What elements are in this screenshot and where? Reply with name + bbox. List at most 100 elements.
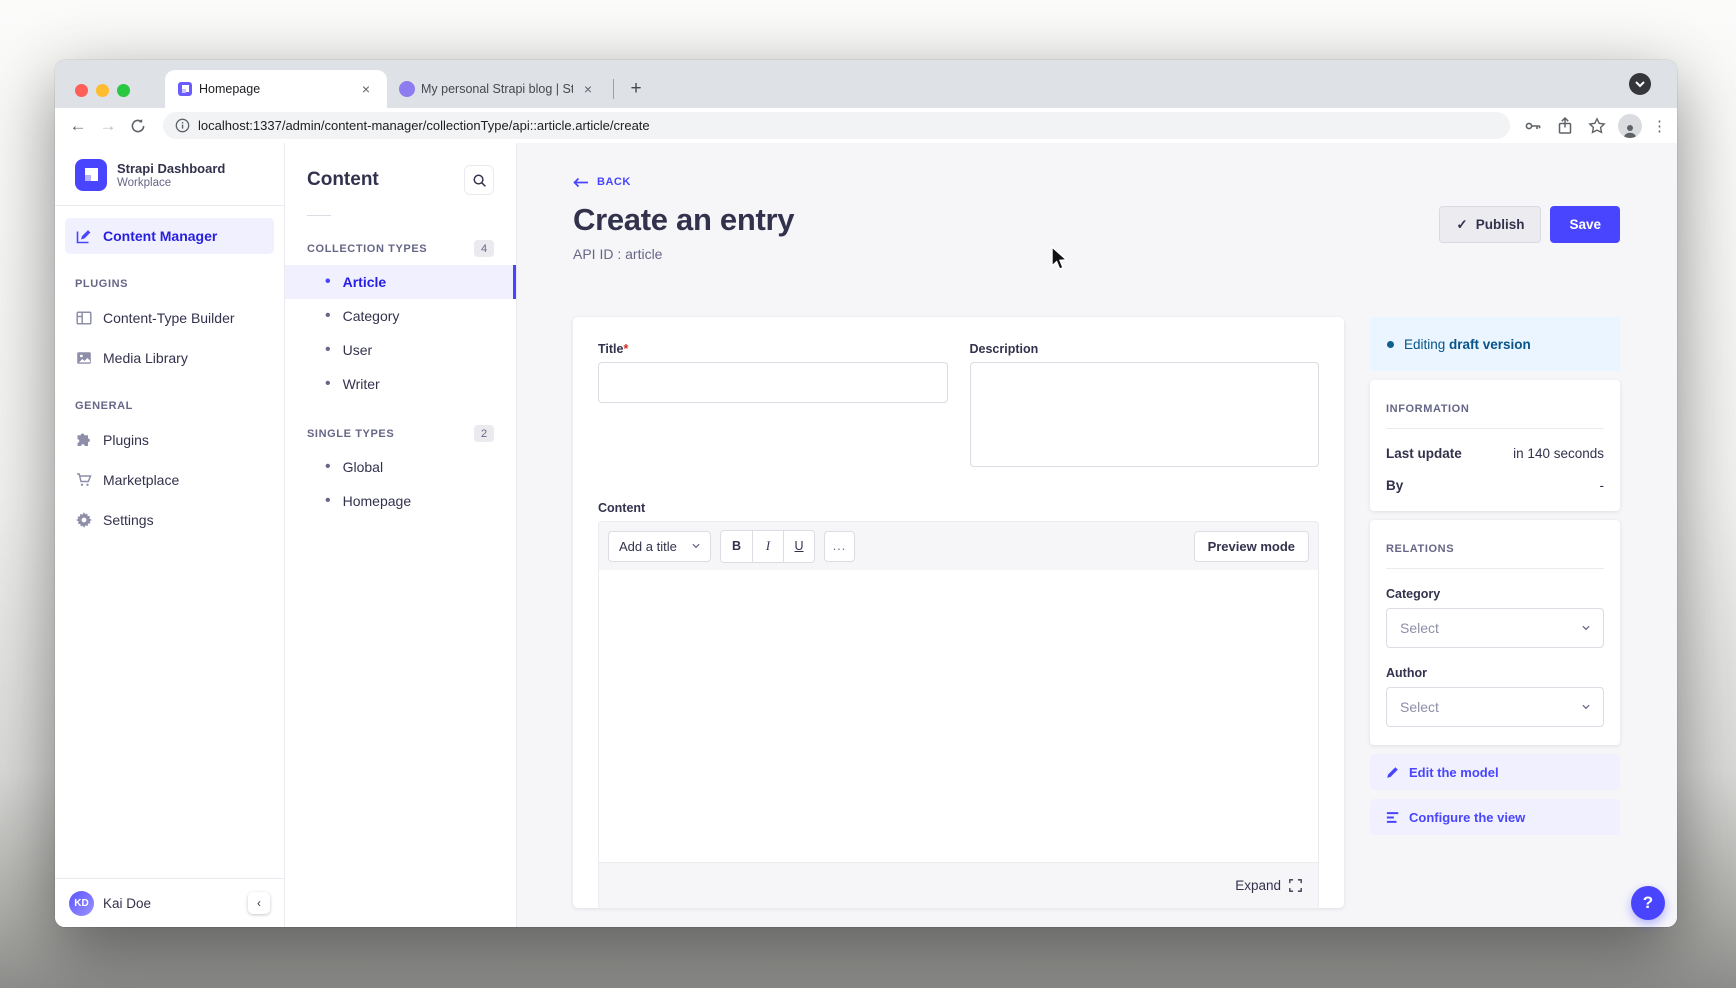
subnav-item-category[interactable]: • Category <box>285 299 516 333</box>
category-select[interactable]: Select <box>1386 608 1604 648</box>
save-button[interactable]: Save <box>1550 206 1620 243</box>
traffic-lights <box>75 84 130 97</box>
collapse-sidebar-button[interactable]: ‹ <box>248 892 270 914</box>
description-textarea[interactable] <box>969 362 1319 467</box>
bullet-icon: • <box>325 273 331 290</box>
page-title: Create an entry <box>573 202 795 237</box>
italic-button[interactable]: I <box>752 530 783 562</box>
preview-mode-button[interactable]: Preview mode <box>1193 530 1309 562</box>
browser-tab-strip: Homepage × My personal Strapi blog | Str… <box>55 60 1677 108</box>
back-arrow-icon <box>573 177 588 187</box>
subnav-item-article[interactable]: • Article <box>285 265 516 299</box>
close-window-button[interactable] <box>75 84 88 97</box>
gear-icon <box>75 511 93 529</box>
sidebar-item-label: Plugins <box>103 432 149 448</box>
edit-pencil-icon <box>75 227 93 245</box>
bullet-icon: • <box>325 375 331 392</box>
information-card: INFORMATION Last update in 140 seconds B… <box>1370 380 1620 511</box>
heading-dropdown[interactable]: Add a title <box>608 530 711 562</box>
configure-view-button[interactable]: Configure the view <box>1370 799 1620 835</box>
search-button[interactable] <box>464 165 494 195</box>
status-dot-icon <box>1387 340 1394 348</box>
subnav-item-label: Writer <box>342 376 380 392</box>
author-relation-label: Author <box>1386 666 1427 680</box>
expand-button[interactable]: Expand <box>1235 878 1281 893</box>
sidebar-item-marketplace[interactable]: Marketplace <box>65 462 274 498</box>
sidebar-item-label: Media Library <box>103 350 188 366</box>
url-bar[interactable]: localhost:1337/admin/content-manager/col… <box>163 112 1510 139</box>
sidebar-item-plugins[interactable]: Plugins <box>65 422 274 458</box>
count-badge: 4 <box>474 240 494 257</box>
subnav-item-homepage[interactable]: • Homepage <box>285 484 516 518</box>
sidebar-section-general: GENERAL <box>75 400 133 412</box>
main-content: BACK Create an entry API ID : article ✓ … <box>517 143 1677 927</box>
subnav-item-writer[interactable]: • Writer <box>285 367 516 401</box>
tab-homepage[interactable]: Homepage × <box>165 70 387 108</box>
tab-close-icon[interactable]: × <box>583 81 593 97</box>
edit-model-button[interactable]: Edit the model <box>1370 754 1620 790</box>
bullet-icon: • <box>325 492 331 509</box>
subnav-item-global[interactable]: • Global <box>285 450 516 484</box>
url-text[interactable]: localhost:1337/admin/content-manager/col… <box>198 118 650 133</box>
tab-strapi-blog[interactable]: My personal Strapi blog | Strap × <box>387 70 609 108</box>
back-icon[interactable]: ← <box>69 115 87 135</box>
draft-version-banner: Editing draft version <box>1370 317 1620 371</box>
blog-favicon-icon <box>399 81 415 97</box>
browser-profile-avatar[interactable] <box>1618 113 1642 138</box>
tab-title: Homepage <box>199 82 261 96</box>
share-icon[interactable] <box>1554 115 1576 137</box>
sidebar-item-label: Content Manager <box>103 228 218 244</box>
zoom-window-button[interactable] <box>117 84 130 97</box>
draft-banner-text: Editing draft version <box>1404 336 1531 352</box>
group-title-single-types: SINGLE TYPES <box>307 427 395 440</box>
password-key-icon[interactable] <box>1522 115 1544 137</box>
publish-button[interactable]: ✓ Publish <box>1439 206 1542 243</box>
tab-title: My personal Strapi blog | Strap <box>421 82 573 96</box>
bold-button[interactable]: B <box>721 530 752 562</box>
category-relation-label: Category <box>1386 587 1441 601</box>
bookmark-star-icon[interactable] <box>1586 115 1608 137</box>
editor-text-area[interactable] <box>599 570 1318 862</box>
underline-button[interactable]: U <box>783 530 814 562</box>
user-avatar[interactable]: KD <box>69 890 94 916</box>
title-field-label: Title* <box>598 342 629 356</box>
sidebar-section-plugins: PLUGINS <box>75 278 129 290</box>
forward-icon[interactable]: → <box>99 115 117 135</box>
subnav-item-label: Category <box>342 308 400 324</box>
subnav-title: Content <box>307 169 379 190</box>
side-panel: Editing draft version INFORMATION Last u… <box>1370 317 1620 835</box>
check-icon: ✓ <box>1456 216 1468 232</box>
more-formatting-button[interactable]: ... <box>824 530 855 562</box>
back-link[interactable]: BACK <box>597 176 631 188</box>
site-info-icon[interactable] <box>175 118 190 133</box>
expand-icon[interactable] <box>1289 879 1302 892</box>
strapi-logo-icon <box>75 159 107 191</box>
information-title: INFORMATION <box>1386 403 1470 415</box>
divider <box>1386 568 1604 569</box>
workspace-brand[interactable]: Strapi Dashboard Workplace <box>55 143 284 205</box>
content-subnav: Content COLLECTION TYPES 4 • Article • C… <box>285 143 517 927</box>
chevron-down-icon <box>1582 625 1590 631</box>
tab-separator <box>613 79 614 99</box>
sidebar-item-content-type-builder[interactable]: Content-Type Builder <box>65 300 274 336</box>
author-select[interactable]: Select <box>1386 687 1604 727</box>
subnav-item-user[interactable]: • User <box>285 333 516 367</box>
help-button[interactable]: ? <box>1631 886 1665 920</box>
info-row-last-update: Last update in 140 seconds <box>1386 446 1604 461</box>
strapi-favicon-icon <box>177 81 193 97</box>
minimize-window-button[interactable] <box>96 84 109 97</box>
api-id-subtitle: API ID : article <box>573 246 663 262</box>
browser-menu-icon[interactable]: ⋮ <box>1652 117 1667 135</box>
relations-card: RELATIONS Category Select Author Select <box>1370 520 1620 745</box>
reload-icon[interactable] <box>125 113 151 139</box>
title-input[interactable] <box>598 362 948 403</box>
downloads-tray-icon[interactable] <box>1629 73 1651 95</box>
bullet-icon: • <box>325 341 331 358</box>
tab-close-icon[interactable]: × <box>361 81 371 97</box>
new-tab-button[interactable]: + <box>630 78 642 99</box>
sidebar-item-settings[interactable]: Settings <box>65 502 274 538</box>
sidebar-item-media-library[interactable]: Media Library <box>65 340 274 376</box>
sidebar-item-content-manager[interactable]: Content Manager <box>65 218 274 254</box>
info-row-by: By - <box>1386 478 1604 493</box>
content-field-label: Content <box>598 501 646 515</box>
